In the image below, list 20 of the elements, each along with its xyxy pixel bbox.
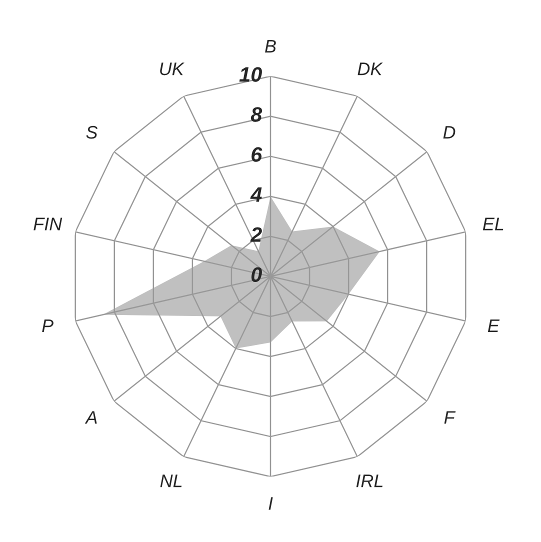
y-tick-label: 0 (251, 267, 262, 282)
spoke-label: S (86, 126, 98, 139)
y-tick-label: 4 (250, 187, 262, 202)
spoke-label: DK (358, 62, 383, 76)
spoke-label: A (84, 411, 97, 424)
spoke-label: FIN (34, 218, 62, 230)
spoke-label: B (265, 40, 276, 52)
spoke-label: EL (482, 218, 504, 230)
y-tick-label: 6 (252, 147, 262, 162)
spoke-label: UK (160, 62, 184, 76)
spoke-label: F (444, 411, 456, 424)
y-tick-label: 8 (250, 107, 262, 122)
spoke-label: E (488, 320, 500, 332)
spoke-label: D (443, 126, 456, 139)
spoke-label: I (268, 497, 273, 510)
y-tick-label: 10 (239, 67, 262, 82)
y-tick-label: 2 (250, 227, 262, 242)
spoke-label: P (42, 320, 54, 332)
spoke-label: NL (160, 474, 182, 488)
spoke-label: IRL (356, 474, 382, 488)
